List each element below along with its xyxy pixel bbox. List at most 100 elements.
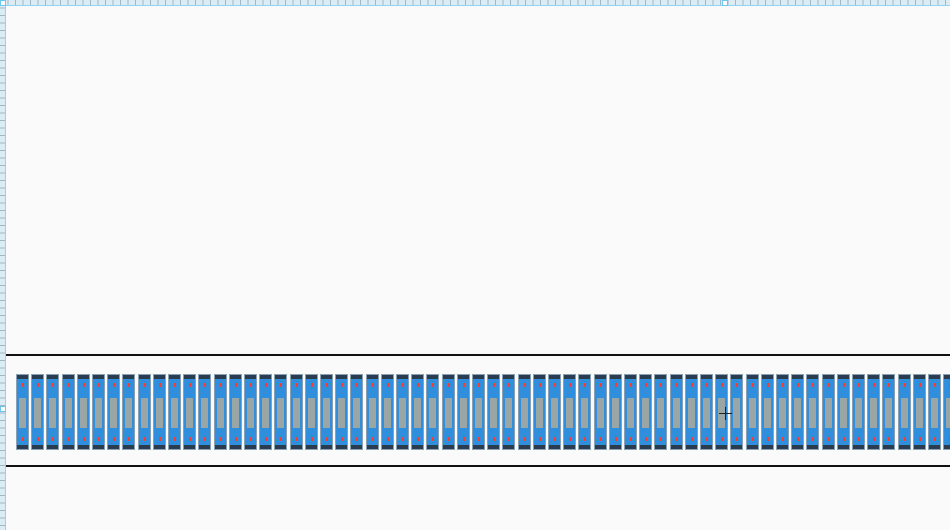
strip-cell[interactable] [320, 374, 333, 450]
ruler-guide-handle-top[interactable] [722, 0, 728, 6]
cell-marker-top [918, 383, 921, 387]
cell-marker-top [599, 383, 602, 387]
cell-cap-bottom [518, 445, 530, 449]
cell-cap-bottom [898, 445, 910, 449]
strip-cell[interactable] [760, 374, 774, 450]
strip-cell[interactable] [380, 374, 394, 450]
strip-cell[interactable] [152, 374, 166, 450]
strip-cell[interactable] [441, 374, 455, 450]
strip-cell[interactable] [274, 374, 288, 450]
strip-cell[interactable] [639, 374, 653, 450]
cell-marker-top [356, 383, 359, 387]
cell-core [323, 398, 330, 428]
cell-marker-top [645, 383, 648, 387]
strip-cell[interactable] [821, 374, 835, 450]
cell-marker-bottom [584, 437, 587, 441]
strip-cell[interactable] [198, 374, 212, 450]
strip-cell[interactable] [426, 374, 440, 450]
strip-cell[interactable] [684, 374, 698, 450]
cell-cap-top [47, 375, 59, 379]
strip-cell[interactable] [472, 374, 485, 450]
strip-cell[interactable] [776, 374, 789, 450]
strip-cell[interactable] [76, 374, 90, 450]
strip-cell[interactable] [137, 374, 151, 450]
strip-cell[interactable] [16, 374, 29, 450]
strip-cell[interactable] [836, 374, 850, 450]
strip-cell[interactable] [806, 374, 820, 450]
strip-cell[interactable] [168, 374, 181, 450]
strip-cell[interactable] [943, 374, 950, 450]
strip-cell[interactable] [502, 374, 516, 450]
strip-cell[interactable] [31, 374, 45, 450]
strip-cell[interactable] [456, 374, 470, 450]
strip-cell[interactable] [532, 374, 546, 450]
strip-cell[interactable] [61, 374, 75, 450]
cell-marker-bottom [706, 437, 708, 441]
strip-cell[interactable] [365, 374, 379, 450]
strip-cell[interactable] [882, 374, 896, 450]
cell-marker-bottom [37, 437, 40, 441]
strip-cell[interactable] [608, 374, 622, 450]
strip-cell[interactable] [745, 374, 759, 450]
cell-marker-top [812, 383, 815, 387]
strip-cell[interactable] [654, 374, 668, 450]
cell-core [794, 398, 802, 428]
strip-cell[interactable] [624, 374, 637, 450]
strip-cell[interactable] [791, 374, 805, 450]
cell-cap-top [123, 375, 135, 379]
strip-cell[interactable] [92, 374, 105, 450]
ruler-origin-handle[interactable] [0, 0, 6, 6]
cell-marker-top [584, 383, 587, 387]
cell-marker-bottom [508, 437, 511, 441]
cell-cap-bottom [351, 445, 363, 449]
vertical-ruler[interactable] [0, 0, 6, 530]
cell-marker-top [326, 383, 328, 387]
cell-cap-top [807, 375, 819, 379]
cell-cap-bottom [609, 445, 621, 449]
strip-cell[interactable] [593, 374, 607, 450]
strip-cell[interactable] [183, 374, 197, 450]
strip-cell[interactable] [487, 374, 501, 450]
strip-cell[interactable] [289, 374, 303, 450]
strip-cell[interactable] [912, 374, 926, 450]
cell-cap-bottom [199, 445, 211, 449]
strip-cell[interactable] [852, 374, 865, 450]
cell-core [155, 398, 163, 428]
strip-cell[interactable] [244, 374, 257, 450]
cell-core [566, 398, 574, 428]
strip-cell[interactable] [578, 374, 592, 450]
cell-marker-top [310, 383, 313, 387]
strip-cell[interactable] [548, 374, 561, 450]
strip-cell[interactable] [897, 374, 911, 450]
strip-cell[interactable] [700, 374, 713, 450]
cell-marker-top [903, 383, 906, 387]
cell-cap-top [275, 375, 287, 379]
ruler-guide-handle-left[interactable] [0, 406, 6, 412]
strip-cell[interactable] [228, 374, 242, 450]
cell-cap-bottom [214, 445, 226, 449]
strip-cell[interactable] [517, 374, 531, 450]
cell-cap-bottom [503, 445, 515, 449]
cell-cap-top [199, 375, 211, 379]
cell-core [140, 398, 148, 428]
strip-cell[interactable] [304, 374, 318, 450]
strip-cell[interactable] [928, 374, 941, 450]
strip-cell[interactable] [122, 374, 136, 450]
strip-cell[interactable] [730, 374, 744, 450]
strip-cell[interactable] [350, 374, 364, 450]
strip-cell[interactable] [396, 374, 409, 450]
cell-marker-top [706, 383, 708, 387]
horizontal-ruler[interactable] [0, 0, 950, 6]
cell-cap-bottom [245, 445, 256, 449]
strip-cell[interactable] [563, 374, 577, 450]
strip-cell[interactable] [411, 374, 425, 450]
strip-cell[interactable] [335, 374, 349, 450]
cell-marker-top [128, 383, 131, 387]
strip-cell[interactable] [669, 374, 683, 450]
strip-cell[interactable] [259, 374, 273, 450]
strip-cell[interactable] [867, 374, 881, 450]
strip-cell[interactable] [107, 374, 121, 450]
strip-cell[interactable] [213, 374, 227, 450]
strip-cell[interactable] [46, 374, 60, 450]
cell-cap-bottom [184, 445, 196, 449]
